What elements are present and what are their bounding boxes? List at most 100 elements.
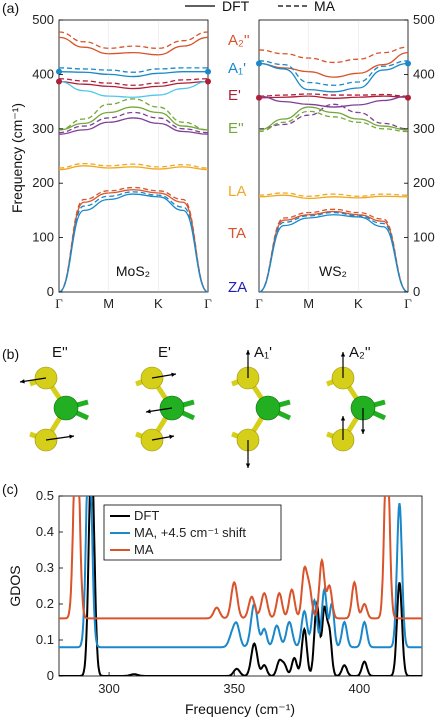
mos2-branch-10 [58, 111, 209, 134]
ws2-ytick: 0 [413, 284, 420, 299]
ws2-branch-1 [258, 46, 409, 64]
ws2-marker-3 [405, 94, 411, 101]
ws2-ytick: 100 [413, 230, 435, 245]
ws2-xtick: Γ [404, 296, 412, 311]
gdos-xtick: 300 [98, 681, 120, 696]
mos2-axes-frame [58, 19, 209, 293]
ws2-dispersion-plot [256, 20, 411, 293]
legend-solid-label: DFT [222, 0, 250, 14]
mos2-branch-16 [58, 191, 209, 293]
ws2-branch-2 [258, 62, 409, 93]
arrow-head [171, 372, 176, 377]
ws2-branch-11 [258, 192, 409, 197]
mos2-branch-3 [58, 67, 208, 73]
ws2-marker-0 [256, 60, 262, 67]
gdos-x-label: Frequency (cm⁻¹) [185, 701, 295, 717]
vibration-modes: E'' E' A₁' A₂'' [19, 344, 387, 468]
mos2-ytick: 100 [32, 230, 54, 245]
mos2-dispersion-plot [56, 20, 211, 293]
mos2-branch-7 [58, 106, 209, 131]
ws2-xtick: M [303, 296, 314, 311]
legend-ma-shift-label: MA, +4.5 cm⁻¹ shift [134, 525, 246, 540]
displacement-arrow [45, 435, 75, 441]
ws2-axes-frame [258, 19, 409, 293]
gdos-ytick: 0.2 [36, 596, 54, 611]
gdos-xtick: 350 [223, 681, 245, 696]
dispersion-ticks: 0 0 100 100 200 200 300 300 400 400 500 500 Γ M K Γ Γ M K Γ [32, 12, 434, 311]
legend-a: DFT MA [185, 0, 336, 14]
mos2-branch-2 [58, 71, 208, 78]
vib-label-0: E'' [52, 344, 68, 361]
ws2-marker-2 [256, 94, 262, 101]
mos2-marker-0 [56, 68, 62, 75]
gdos-legend: DFT MA, +4.5 cm⁻¹ shift MA [103, 504, 282, 561]
gdos-y-label: GDOS [7, 565, 23, 606]
mos2-marker-1 [205, 68, 211, 75]
ws2-branch-5 [258, 93, 409, 97]
ws2-branch-3 [258, 60, 409, 86]
ws2-ytick: 500 [413, 12, 435, 27]
gdos-series-1 [59, 496, 422, 649]
legend-dashed-label: MA [314, 0, 336, 14]
mos2-label: MoS₂ [116, 263, 150, 279]
ws2-ytick: 300 [413, 121, 435, 136]
mos2-branch-0 [58, 36, 209, 56]
mos2-branch-13 [58, 189, 209, 293]
arrow-head [340, 352, 346, 357]
arrow-head [245, 350, 251, 355]
metal-atom [53, 395, 79, 421]
ws2-branch-0 [258, 51, 409, 78]
gdos-ticks: 300 350 400 0 0.1 0.2 0.3 0.4 0.5 [36, 488, 370, 696]
mos2-branch-4 [58, 80, 209, 90]
vib-label-2: A₁' [254, 344, 272, 361]
ws2-branch-8 [258, 106, 409, 131]
mode-label-2: E' [228, 87, 241, 104]
panel-label-b: (b) [2, 346, 19, 362]
ws2-xtick: Γ [255, 296, 263, 311]
gdos-series-2 [59, 496, 422, 620]
mos2-ytick: 0 [47, 284, 54, 299]
mode-label-4: LA [228, 183, 246, 200]
arrow-head [245, 463, 251, 468]
panel-label-c: (c) [2, 481, 18, 497]
ws2-ytick: 400 [413, 66, 435, 81]
ws2-xtick: K [354, 296, 363, 311]
ws2-label: WS₂ [319, 263, 347, 279]
mos2-branch-15 [58, 193, 209, 293]
ws2-branch-12 [258, 210, 409, 293]
mos2-xtick: M [103, 296, 114, 311]
ws2-branch-4 [258, 95, 409, 99]
arrow-head [20, 379, 25, 384]
ws2-branch-9 [258, 110, 409, 133]
mos2-branch-12 [58, 162, 209, 169]
mos2-marker-2 [56, 78, 62, 85]
mode-label-3: E'' [228, 120, 244, 137]
legend-ma-label: MA [134, 542, 154, 557]
mos2-xtick: Γ [204, 296, 212, 311]
ws2-branch-14 [258, 214, 409, 293]
mos2-branch-6 [58, 80, 209, 98]
mos2-ytick: 500 [32, 12, 54, 27]
mos2-ytick: 300 [32, 121, 54, 136]
mos2-branch-9 [58, 117, 209, 135]
gdos-ytick: 0.3 [36, 560, 54, 575]
mos2-branch-8 [58, 98, 209, 131]
arrow-head [340, 416, 346, 421]
mode-label-6: ZA [228, 279, 247, 296]
mode-label-0: A₂'' [228, 32, 250, 49]
ws2-branch-10 [258, 194, 409, 200]
mos2-ytick: 400 [32, 66, 54, 81]
dispersion-y-label: Frequency (cm⁻¹) [9, 103, 25, 213]
mos2-xtick: Γ [55, 296, 63, 311]
gdos-ytick: 0.1 [36, 632, 54, 647]
gdos-ytick: 0.4 [36, 524, 54, 539]
mode-label-1: A₁' [228, 60, 246, 77]
arrow-head [360, 429, 366, 434]
ws2-marker-1 [405, 60, 411, 67]
mos2-marker-3 [205, 78, 211, 85]
arrow-head [169, 434, 174, 439]
gdos-plot [59, 496, 422, 676]
arrow-head [146, 409, 151, 414]
arrow-head [69, 434, 74, 439]
gdos-ytick: 0.5 [36, 488, 54, 503]
